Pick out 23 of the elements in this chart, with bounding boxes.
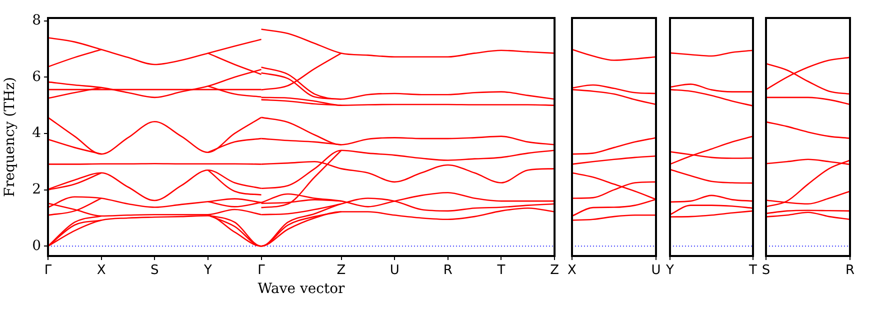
x-tick-label: T (748, 263, 758, 278)
x-axis-title: Wave vector (258, 281, 346, 298)
x-tick-label: Γ (44, 263, 52, 278)
x-tick-label: S (150, 263, 159, 278)
y-axis-title: Frequency (THz) (2, 76, 18, 198)
x-tick-label: Y (202, 263, 212, 278)
x-tick-label: R (845, 263, 855, 278)
y-tick-label: 6 (32, 68, 42, 85)
x-tick-label: T (496, 263, 506, 278)
y-tick-label: 8 (32, 12, 41, 28)
x-tick-label: X (96, 263, 106, 278)
x-tick-label: U (651, 263, 661, 278)
x-tick-label: R (443, 263, 452, 278)
x-tick-label: U (390, 263, 400, 278)
x-tick-label: X (568, 263, 577, 278)
x-tick-label: Γ (258, 263, 266, 278)
x-tick-label: S (762, 263, 770, 278)
y-tick-label: 4 (32, 125, 42, 142)
x-tick-label: Z (550, 263, 560, 278)
x-tick-label: Y (665, 263, 674, 278)
y-tick-label: 2 (32, 181, 41, 198)
y-tick-label: 0 (32, 238, 41, 254)
x-tick-label: Z (336, 263, 346, 278)
